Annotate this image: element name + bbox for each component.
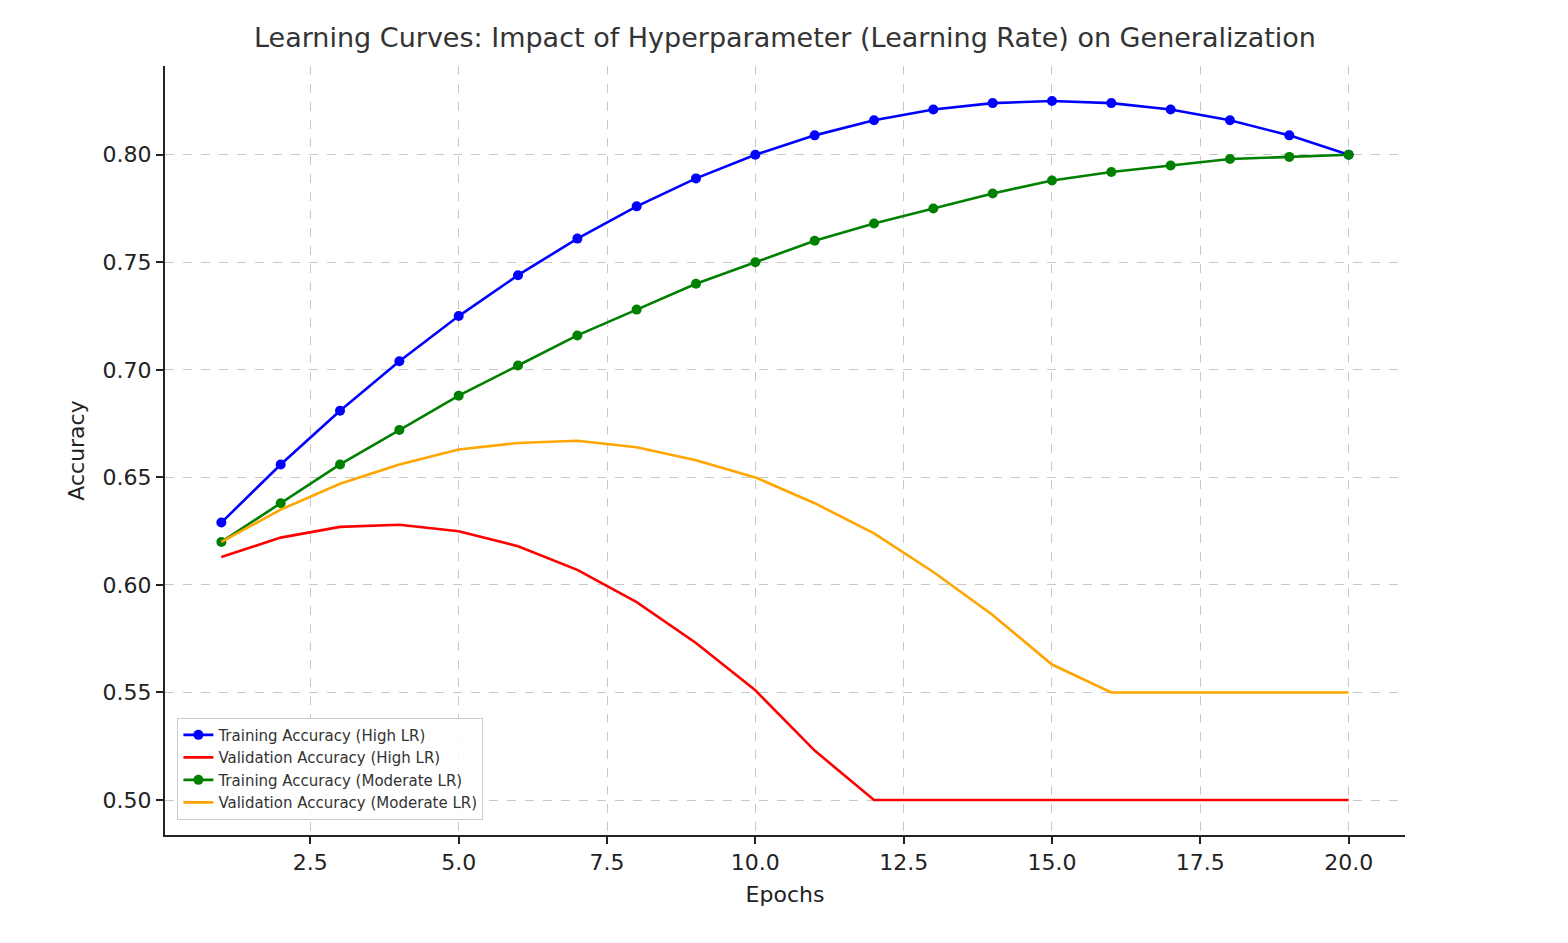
svg-text:Validation Accuracy (High LR): Validation Accuracy (High LR) (218, 749, 440, 767)
svg-text:17.5: 17.5 (1176, 850, 1225, 875)
svg-text:5.0: 5.0 (441, 850, 476, 875)
svg-text:12.5: 12.5 (879, 850, 928, 875)
svg-text:Learning Curves: Impact of Hyp: Learning Curves: Impact of Hyperparamete… (254, 22, 1316, 53)
svg-text:Training Accuracy (High LR): Training Accuracy (High LR) (217, 727, 425, 745)
svg-text:0.55: 0.55 (103, 680, 152, 705)
svg-text:20.0: 20.0 (1324, 850, 1373, 875)
svg-text:15.0: 15.0 (1027, 850, 1076, 875)
svg-text:Accuracy: Accuracy (64, 400, 89, 500)
svg-text:0.70: 0.70 (103, 358, 152, 383)
svg-text:0.50: 0.50 (103, 788, 152, 813)
svg-text:0.60: 0.60 (103, 573, 152, 598)
svg-text:0.80: 0.80 (103, 142, 152, 167)
svg-text:0.75: 0.75 (103, 250, 152, 275)
svg-text:7.5: 7.5 (590, 850, 625, 875)
svg-text:0.65: 0.65 (103, 465, 152, 490)
svg-text:Training Accuracy (Moderate LR: Training Accuracy (Moderate LR) (217, 772, 462, 790)
svg-text:Epochs: Epochs (746, 882, 825, 907)
svg-text:2.5: 2.5 (293, 850, 328, 875)
svg-text:10.0: 10.0 (731, 850, 780, 875)
svg-text:Validation Accuracy (Moderate: Validation Accuracy (Moderate LR) (218, 794, 477, 812)
